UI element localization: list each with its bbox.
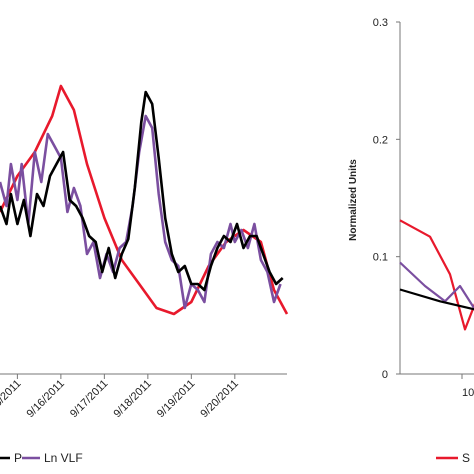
left-legend: P Ln VLF	[0, 451, 83, 465]
right-series-line	[399, 219, 474, 331]
left-x-tick-label: 9/15/2011	[0, 378, 24, 421]
right-x-tick-label: 10	[462, 387, 474, 399]
right-y-tick-label: 0.1	[373, 252, 388, 264]
right-legend-label: S	[462, 451, 470, 465]
right-y-tick-label: 0	[382, 369, 388, 381]
right-legend: S	[436, 451, 470, 465]
left-x-tick-label: 9/18/2011	[111, 378, 154, 421]
right-series-line	[399, 261, 474, 310]
left-series-line	[0, 84, 289, 316]
right-y-tick-label: 0.2	[373, 134, 388, 146]
right-y-tick-label: 0.3	[373, 17, 388, 29]
left-x-ticks: 9/15/2011 9/16/2011 9/17/2011 9/18/2011 9/19…	[0, 374, 241, 420]
left-series-line	[0, 90, 284, 292]
left-x-tick-label: 9/16/2011	[24, 378, 67, 421]
right-series-group	[399, 219, 474, 331]
right-chart: Normalized Units 0 0.1 0.2 0.3 10 S	[348, 17, 474, 465]
left-x-tick-label: 9/19/2011	[155, 378, 198, 421]
right-y-axis-title: Normalized Units	[348, 159, 359, 241]
left-legend-label: P	[14, 451, 22, 465]
left-chart: 9/15/2011 9/16/2011 9/17/2011 9/18/2011 9/19…	[0, 84, 289, 465]
left-legend-label: Ln VLF	[44, 451, 83, 465]
right-series-line	[399, 288, 474, 311]
left-x-tick-label: 9/20/2011	[198, 378, 241, 421]
right-ticks: 0 0.1 0.2 0.3 10	[373, 17, 474, 399]
left-x-tick-label: 9/17/2011	[68, 378, 111, 421]
left-series-group	[0, 84, 289, 316]
